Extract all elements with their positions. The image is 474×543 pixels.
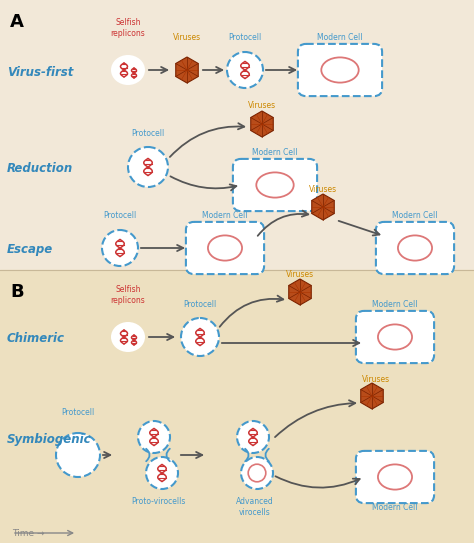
Text: Modern Cell: Modern Cell [372, 300, 418, 309]
Polygon shape [361, 383, 383, 409]
Text: A: A [10, 13, 24, 31]
Text: Protocell: Protocell [61, 408, 95, 417]
Polygon shape [289, 279, 311, 305]
Text: Protocell: Protocell [228, 33, 262, 42]
Text: Virus-first: Virus-first [7, 66, 73, 79]
Polygon shape [251, 111, 273, 137]
Circle shape [241, 457, 273, 489]
FancyBboxPatch shape [356, 451, 434, 503]
FancyBboxPatch shape [356, 311, 434, 363]
Text: Viruses: Viruses [173, 33, 201, 42]
FancyBboxPatch shape [186, 222, 264, 274]
Circle shape [181, 318, 219, 356]
Text: Advanced
virocells: Advanced virocells [236, 497, 274, 517]
Text: Symbiogenic: Symbiogenic [7, 433, 91, 446]
Text: Proto-virocells: Proto-virocells [131, 497, 185, 506]
Text: Modern Cell: Modern Cell [202, 211, 248, 220]
Text: Viruses: Viruses [309, 185, 337, 194]
Circle shape [237, 421, 269, 453]
Text: Reduction: Reduction [7, 162, 73, 175]
Text: Viruses: Viruses [362, 375, 390, 384]
Text: Modern Cell: Modern Cell [372, 503, 418, 512]
Polygon shape [176, 57, 198, 83]
Circle shape [138, 421, 170, 453]
FancyBboxPatch shape [298, 44, 382, 96]
Ellipse shape [111, 55, 145, 85]
Text: Modern Cell: Modern Cell [317, 33, 363, 42]
Bar [0, 0, 474, 270]
Text: B: B [10, 283, 24, 301]
Text: Modern Cell: Modern Cell [252, 148, 298, 157]
Text: Chimeric: Chimeric [7, 332, 65, 345]
Text: Time →: Time → [12, 528, 45, 538]
Polygon shape [312, 194, 334, 220]
Circle shape [146, 457, 178, 489]
Text: Selfish
replicons: Selfish replicons [110, 285, 146, 305]
Text: Viruses: Viruses [286, 270, 314, 279]
Ellipse shape [111, 322, 145, 352]
Circle shape [128, 147, 168, 187]
Circle shape [227, 52, 263, 88]
Text: Protocell: Protocell [183, 300, 217, 309]
Text: Selfish
replicons: Selfish replicons [110, 18, 146, 38]
Text: Escape: Escape [7, 243, 53, 256]
Text: Modern Cell: Modern Cell [392, 211, 438, 220]
Bar [0, 270, 474, 543]
FancyBboxPatch shape [233, 159, 317, 211]
Text: Protocell: Protocell [131, 129, 164, 138]
Circle shape [56, 433, 100, 477]
Text: Viruses: Viruses [248, 101, 276, 110]
Text: Protocell: Protocell [103, 211, 137, 220]
FancyBboxPatch shape [376, 222, 454, 274]
Circle shape [102, 230, 138, 266]
